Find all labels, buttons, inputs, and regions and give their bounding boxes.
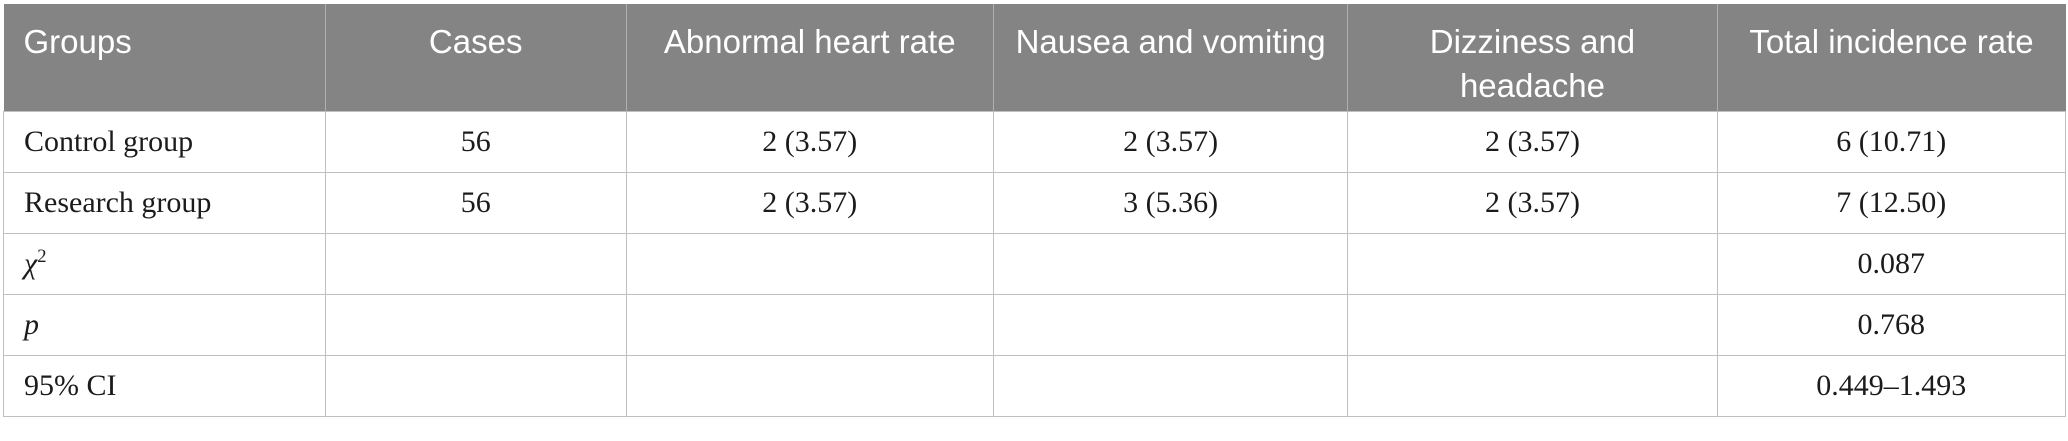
col-header-groups: Groups bbox=[3, 4, 326, 112]
col-header-total-incidence-rate: Total incidence rate bbox=[1717, 4, 2066, 112]
empty-cell bbox=[992, 355, 1349, 417]
empty-cell bbox=[625, 233, 994, 295]
table-row-p-value: p 0.768 bbox=[3, 294, 2066, 356]
table-header: Groups Cases Abnormal heart rate Nausea … bbox=[3, 4, 2066, 112]
col-header-nausea-vomiting: Nausea and vomiting bbox=[993, 4, 1349, 112]
row-label-chi-square: χ2 bbox=[3, 233, 326, 295]
cell-research-abnormal-heart-rate: 2 (3.57) bbox=[625, 172, 994, 234]
table-row-research-group: Research group 56 2 (3.57) 3 (5.36) 2 (3… bbox=[3, 172, 2066, 234]
empty-cell bbox=[992, 294, 1349, 356]
empty-cell bbox=[625, 294, 994, 356]
row-label-research-group: Research group bbox=[3, 172, 326, 234]
chi-exponent: 2 bbox=[37, 246, 47, 267]
cell-control-cases: 56 bbox=[324, 111, 627, 173]
cell-research-cases: 56 bbox=[324, 172, 627, 234]
row-label-control-group: Control group bbox=[3, 111, 326, 173]
cell-control-dizziness-headache: 2 (3.57) bbox=[1347, 111, 1718, 173]
table-container: Groups Cases Abnormal heart rate Nausea … bbox=[3, 4, 2066, 417]
header-row: Groups Cases Abnormal heart rate Nausea … bbox=[3, 4, 2066, 112]
empty-cell bbox=[1347, 355, 1718, 417]
table-row-control-group: Control group 56 2 (3.57) 2 (3.57) 2 (3.… bbox=[3, 111, 2066, 173]
cell-p-value: 0.768 bbox=[1716, 294, 2066, 356]
col-header-cases: Cases bbox=[325, 4, 627, 112]
cell-control-nausea-vomiting: 2 (3.57) bbox=[992, 111, 1349, 173]
col-header-abnormal-heart-rate: Abnormal heart rate bbox=[626, 4, 994, 112]
cell-95-ci-value: 0.449–1.493 bbox=[1716, 355, 2066, 417]
empty-cell bbox=[625, 355, 994, 417]
chi-symbol: χ bbox=[24, 247, 38, 280]
cell-research-dizziness-headache: 2 (3.57) bbox=[1347, 172, 1718, 234]
empty-cell bbox=[1347, 294, 1718, 356]
row-label-95-ci: 95% CI bbox=[3, 355, 326, 417]
table-row-chi-square: χ2 0.087 bbox=[3, 233, 2066, 295]
row-label-p: p bbox=[3, 294, 326, 356]
cell-chi-square-value: 0.087 bbox=[1716, 233, 2066, 295]
empty-cell bbox=[324, 233, 627, 295]
table-body: Control group 56 2 (3.57) 2 (3.57) 2 (3.… bbox=[3, 111, 2066, 417]
cell-control-total-incidence: 6 (10.71) bbox=[1716, 111, 2066, 173]
empty-cell bbox=[324, 294, 627, 356]
cell-control-abnormal-heart-rate: 2 (3.57) bbox=[625, 111, 994, 173]
col-header-dizziness-headache: Dizziness and headache bbox=[1347, 4, 1718, 112]
cell-research-nausea-vomiting: 3 (5.36) bbox=[992, 172, 1349, 234]
table-row-95-ci: 95% CI 0.449–1.493 bbox=[3, 355, 2066, 417]
empty-cell bbox=[324, 355, 627, 417]
empty-cell bbox=[1347, 233, 1718, 295]
cell-research-total-incidence: 7 (12.50) bbox=[1716, 172, 2066, 234]
adverse-reactions-table: Groups Cases Abnormal heart rate Nausea … bbox=[3, 4, 2066, 417]
empty-cell bbox=[992, 233, 1349, 295]
